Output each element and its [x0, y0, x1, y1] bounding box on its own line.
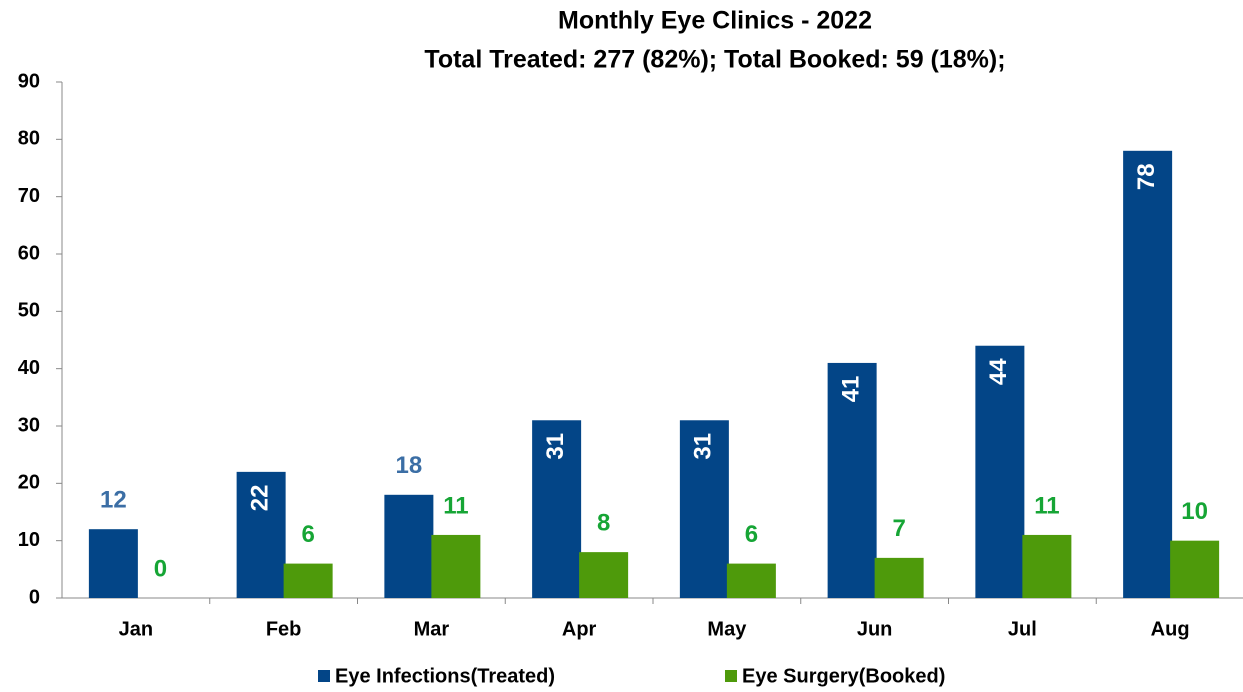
x-tick-label: Jul	[1008, 618, 1037, 640]
y-tick-label: 20	[18, 472, 40, 494]
data-label: 0	[154, 555, 167, 582]
data-label: 44	[985, 358, 1012, 385]
bar	[827, 362, 877, 598]
bar	[874, 557, 924, 598]
x-tick-label: Aug	[1151, 618, 1190, 640]
bar	[1022, 534, 1072, 598]
x-tick-label: Feb	[266, 618, 302, 640]
data-label: 6	[301, 521, 314, 548]
data-label: 78	[1133, 163, 1160, 190]
bar	[1170, 540, 1220, 598]
data-label: 7	[892, 515, 905, 542]
bar	[975, 345, 1025, 598]
y-tick-label: 30	[18, 414, 40, 436]
y-tick-label: 60	[18, 242, 40, 264]
bar	[532, 420, 582, 598]
legend-swatch	[725, 670, 737, 682]
chart-subtitle: Total Treated: 277 (82%); Total Booked: …	[424, 46, 1005, 74]
bar	[679, 420, 729, 598]
data-label: 10	[1181, 498, 1208, 525]
data-label: 11	[443, 492, 468, 519]
legend-label: Eye Surgery(Booked)	[742, 665, 945, 687]
data-label: 31	[542, 433, 569, 460]
y-tick-label: 10	[18, 529, 40, 551]
data-label: 8	[597, 509, 610, 536]
legend-swatch	[318, 670, 330, 682]
y-tick-label: 50	[18, 300, 40, 322]
bar	[88, 529, 138, 598]
y-tick-label: 80	[18, 128, 40, 150]
bar	[431, 534, 481, 598]
data-label: 18	[396, 452, 423, 479]
data-label: 31	[690, 433, 717, 460]
x-tick-label: Jan	[119, 618, 153, 640]
data-label: 22	[246, 485, 273, 512]
bar	[236, 471, 286, 598]
bar	[579, 552, 629, 598]
y-tick-label: 40	[18, 357, 40, 379]
bar	[384, 494, 434, 598]
bar	[726, 563, 776, 598]
legend-label: Eye Infections(Treated)	[335, 665, 555, 687]
data-label: 12	[100, 487, 127, 514]
y-tick-label: 70	[18, 185, 40, 207]
x-tick-label: May	[707, 618, 747, 640]
y-tick-label: 90	[18, 70, 40, 92]
x-tick-label: Jun	[857, 618, 893, 640]
chart-title: Monthly Eye Clinics - 2022	[558, 7, 872, 35]
x-tick-label: Apr	[562, 618, 597, 640]
bar	[1123, 150, 1173, 599]
y-tick-label: 0	[29, 586, 40, 608]
data-label: 6	[745, 521, 758, 548]
data-label: 41	[837, 376, 864, 403]
bar	[283, 563, 333, 598]
x-tick-label: Mar	[414, 618, 450, 640]
data-label: 11	[1034, 492, 1059, 519]
